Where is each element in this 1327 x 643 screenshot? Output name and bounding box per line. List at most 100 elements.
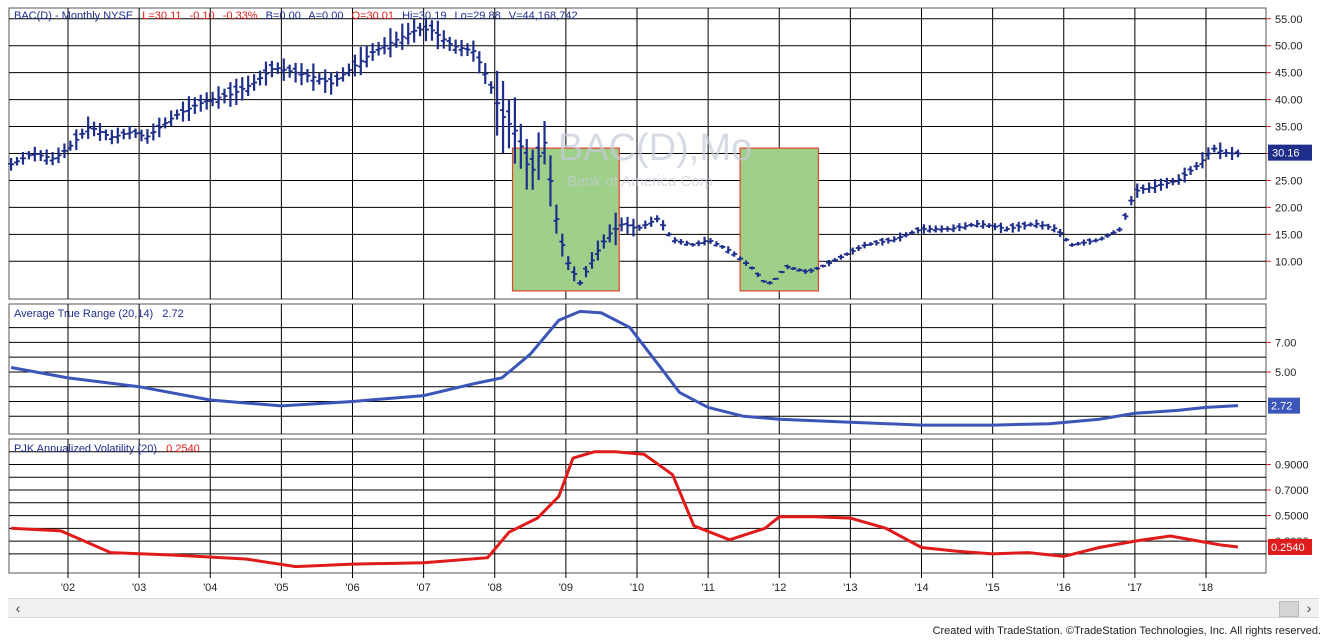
price-bar [405, 22, 412, 45]
price-bar [251, 74, 258, 91]
price-bar [85, 116, 92, 139]
vol-grid [9, 439, 1266, 573]
watermark-symbol: BAC(D),Mo [558, 127, 752, 169]
x-tick-label: '06 [345, 582, 359, 594]
price-bar [523, 138, 530, 190]
price-bar [1163, 177, 1170, 189]
price-bar [577, 280, 584, 286]
price-bar [494, 70, 501, 136]
price-bar [1027, 222, 1034, 227]
price-bar [209, 91, 216, 107]
price-bar [156, 117, 163, 138]
price-bar [683, 240, 690, 246]
price-bar [1069, 242, 1076, 247]
price-bar [731, 251, 738, 257]
price-bar [855, 245, 862, 252]
volatility-line [11, 450, 1239, 569]
x-tick-label: '10 [630, 582, 644, 594]
horizontal-scrollbar[interactable]: ‹ › [8, 598, 1319, 618]
x-tick-label: '13 [843, 582, 857, 594]
scroll-left-icon[interactable]: ‹ [15, 600, 21, 616]
price-bar [583, 265, 590, 278]
atr-title: Average True Range (20,14) 2.72 [14, 308, 184, 320]
price-bar [500, 81, 507, 154]
price-bar [600, 234, 607, 249]
atr-title-label: Average True Range (20,14) [14, 308, 153, 320]
price-bar [1181, 167, 1188, 183]
price-bar [126, 125, 133, 140]
price-bar [108, 129, 115, 145]
price-bar [766, 281, 773, 285]
price-bar [974, 220, 981, 228]
price-bar [43, 149, 50, 165]
price-bar [482, 63, 489, 85]
price-bar [1152, 179, 1159, 193]
price-bar [1193, 162, 1200, 171]
price-bar [754, 272, 761, 278]
price-bar [446, 36, 453, 51]
price-bar [393, 31, 400, 48]
price-bar [1187, 166, 1194, 176]
price-bar [1051, 224, 1058, 233]
price-bar [725, 246, 732, 254]
atr-current-value: 2.72 [1271, 401, 1292, 413]
price-bar [286, 64, 293, 78]
price-current-value: 30.16 [1272, 148, 1300, 160]
price-bar [268, 60, 275, 78]
price-bar [1098, 236, 1105, 241]
price-bar [233, 78, 240, 105]
price-bar [79, 128, 86, 139]
atr-line [10, 309, 1239, 427]
price-bar [227, 82, 234, 107]
price-bar [517, 123, 524, 169]
price-bar [417, 22, 424, 37]
vol-current-value: 0.2540 [1271, 542, 1305, 554]
price-bar [1080, 239, 1087, 246]
price-bar [1110, 230, 1117, 235]
price-bar [1045, 223, 1052, 230]
x-tick-label: '11 [701, 582, 715, 594]
price-bar [612, 212, 619, 246]
price-bar [891, 236, 898, 243]
atr-tick-label: 5.00 [1275, 367, 1296, 379]
price-bar [796, 268, 803, 272]
header-pct: -0.33% [223, 10, 258, 22]
price-bar [162, 117, 169, 129]
atr-last-value: 2.72 [162, 308, 183, 320]
price-bar [956, 223, 963, 232]
x-tick-label: '03 [132, 582, 146, 594]
price-bar [168, 110, 175, 127]
price-bar [671, 237, 678, 244]
price-bar [914, 227, 921, 234]
price-bar [132, 128, 139, 139]
price-bar [422, 17, 429, 42]
price-bar [660, 220, 667, 231]
price-tick-label: 35.00 [1275, 122, 1303, 134]
price-bar [150, 123, 157, 141]
price-bar [553, 204, 560, 234]
price-bar [215, 86, 222, 109]
price-bar [760, 279, 767, 283]
price-bar [49, 151, 56, 166]
price-bar [879, 237, 886, 246]
vol-tick-label: 0.5000 [1275, 511, 1309, 523]
price-bar [1116, 227, 1123, 232]
scroll-right-icon[interactable]: › [1306, 600, 1312, 616]
price-bar [713, 241, 720, 247]
vol-last-value: 0.2540 [166, 443, 200, 455]
scroll-thumb[interactable] [1279, 601, 1299, 617]
price-bar [790, 266, 797, 271]
price-tick-label: 10.00 [1275, 256, 1303, 268]
price-bar [488, 81, 495, 94]
price-bar [826, 259, 833, 267]
price-bar [1223, 149, 1230, 157]
price-tick-label: 45.00 [1275, 68, 1303, 80]
x-tick-label: '18 [1199, 582, 1213, 594]
price-bar [328, 72, 335, 95]
price-bar [624, 216, 631, 234]
price-bar [381, 37, 388, 55]
header-ask: A=0.00 [308, 10, 343, 22]
price-bar [1134, 183, 1141, 198]
x-tick-label: '14 [914, 582, 928, 594]
